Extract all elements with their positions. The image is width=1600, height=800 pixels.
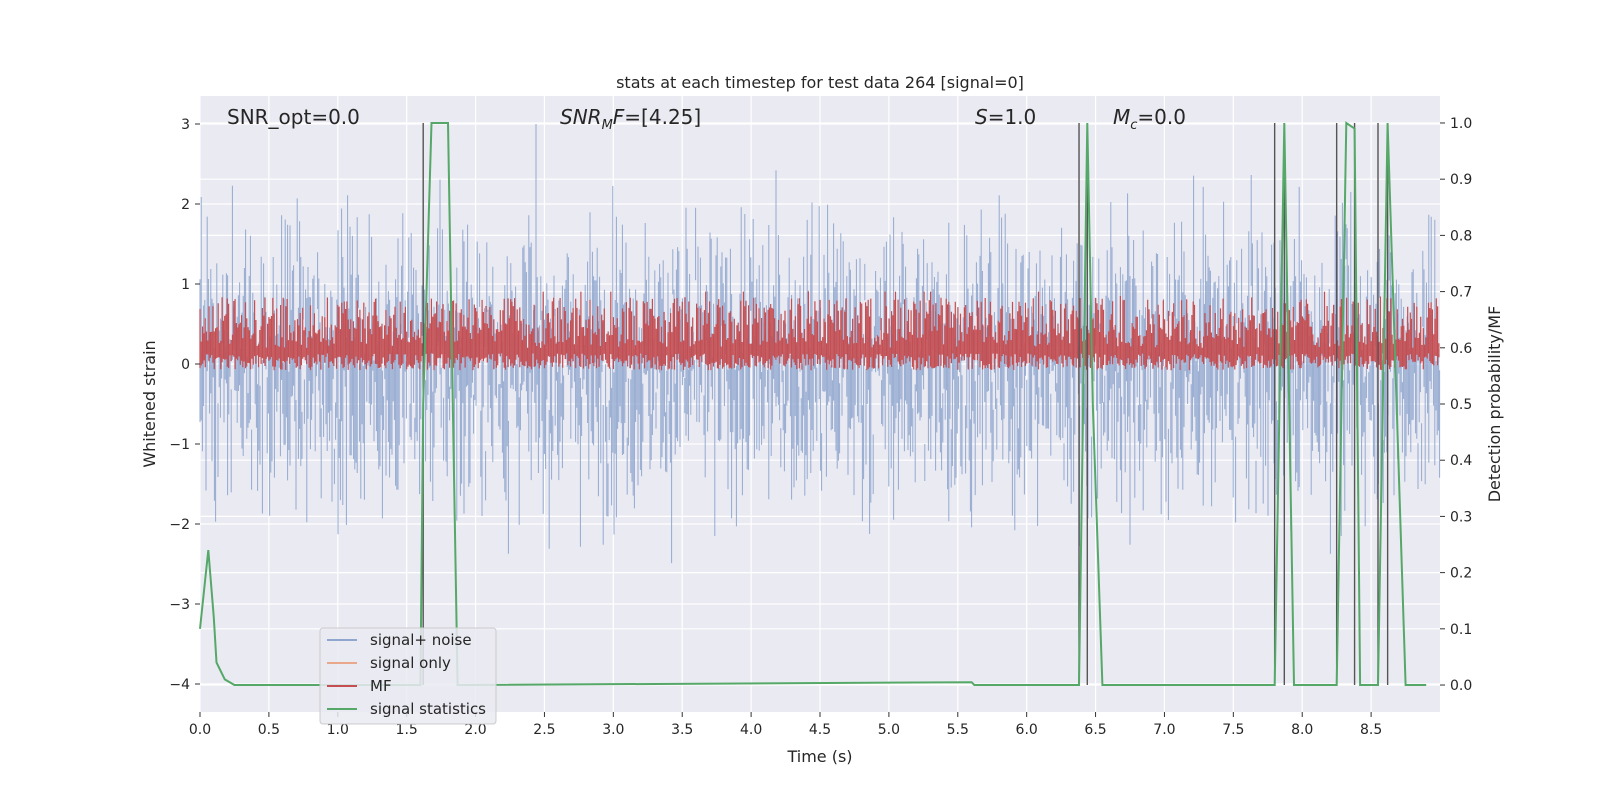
y-right-tick-label: 0.0 [1450,678,1472,694]
annotation-snr-opt: SNR_opt=0.0 [227,105,360,129]
x-tick-label: 4.0 [740,722,762,738]
x-tick-label: 6.5 [1084,722,1106,738]
x-tick-label: 3.0 [602,722,624,738]
legend-label-signal-statistics: signal statistics [370,700,486,718]
y-left-tick-label: 1 [181,277,190,293]
x-tick-label: 1.5 [396,722,418,738]
annotation-s: S=1.0 [975,105,1036,129]
y-right-tick-label: 1.0 [1450,116,1472,132]
x-tick-label: 2.5 [533,722,555,738]
chart-title: stats at each timestep for test data 264… [616,73,1024,92]
x-tick-label: 7.0 [1153,722,1175,738]
y-left-tick-label: −2 [169,517,190,533]
legend-box [319,627,497,725]
series-mf [199,291,1440,371]
y-right-axis-ticks: 0.0 0.1 0.2 0.3 0.4 0.5 0.6 0.7 0.8 0.9 1.0 [1440,116,1472,694]
x-tick-label: 7.5 [1222,722,1244,738]
y-right-tick-label: 0.3 [1450,509,1472,525]
y-left-axis-label: Whitened strain [140,340,159,467]
annotation-snr-mf: SNRMF=[4.25] [560,105,701,133]
x-tick-label: 6.0 [1016,722,1038,738]
x-tick-label: 0.0 [189,722,211,738]
signal-statistics-line [199,121,1427,686]
y-right-tick-label: 0.7 [1450,285,1472,301]
y-right-tick-label: 0.1 [1450,622,1472,638]
series-signal-statistics [199,121,1427,686]
legend-label-mf: MF [370,677,392,695]
y-right-tick-label: 0.6 [1450,341,1472,357]
x-tick-label: 5.0 [878,722,900,738]
x-axis-label: Time (s) [786,747,852,766]
x-tick-label: 8.0 [1291,722,1313,738]
y-right-tick-label: 0.2 [1450,566,1472,582]
legend-label-signal-noise: signal+ noise [370,631,472,649]
y-right-tick-label: 0.8 [1450,228,1472,244]
y-left-tick-label: 3 [181,117,190,133]
x-tick-label: 8.5 [1360,722,1382,738]
y-right-tick-label: 0.5 [1450,397,1472,413]
x-tick-label: 0.5 [258,722,280,738]
y-left-tick-label: −3 [169,597,190,613]
y-right-axis-label: Detection probability/MF [1485,306,1504,503]
y-left-tick-label: −1 [169,437,190,453]
x-tick-label: 4.5 [809,722,831,738]
x-tick-label: 2.0 [464,722,486,738]
y-left-tick-label: −4 [169,677,190,693]
mf-line [199,291,1440,371]
y-right-tick-label: 0.4 [1450,453,1472,469]
y-left-axis-ticks: −4 −3 −2 −1 0 1 2 3 [169,117,200,693]
x-tick-label: 3.5 [671,722,693,738]
legend: signal+ noise signal only MF signal stat… [319,627,497,725]
x-axis-ticks: 0.0 0.5 1.0 1.5 2.0 2.5 3.0 3.5 4.0 4.5 5.0 5.5 6.0 6… [189,712,1382,738]
y-left-tick-label: 0 [181,357,190,373]
annotation-mc: Mc=0.0 [1113,105,1186,133]
x-tick-label: 1.0 [327,722,349,738]
y-left-tick-label: 2 [181,197,190,213]
x-tick-label: 5.5 [947,722,969,738]
y-right-tick-label: 0.9 [1450,172,1472,188]
legend-label-signal-only: signal only [370,654,451,672]
